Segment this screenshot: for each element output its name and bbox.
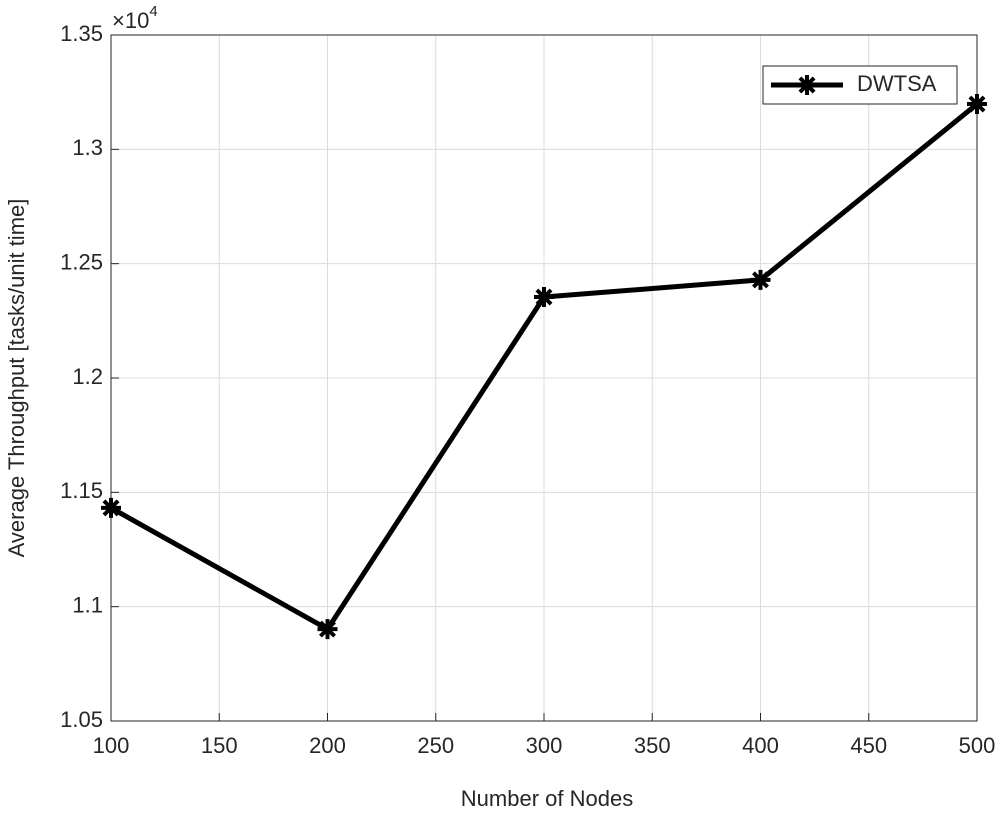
x-tick-label: 350 xyxy=(634,733,671,758)
x-tick-label: 400 xyxy=(742,733,779,758)
y-tick-label: 1.15 xyxy=(60,478,103,503)
y-tick-label: 1.1 xyxy=(72,592,103,617)
y-tick-label: 1.35 xyxy=(60,21,103,46)
data-marker xyxy=(534,287,554,308)
data-marker xyxy=(750,269,771,290)
x-tick-label: 150 xyxy=(201,733,238,758)
y-axis-label: Average Throughput [tasks/unit time] xyxy=(4,199,29,558)
x-tick-label: 100 xyxy=(93,733,130,758)
x-axis-label: Number of Nodes xyxy=(461,786,633,811)
legend-marker xyxy=(797,75,817,95)
x-tick-label: 450 xyxy=(850,733,887,758)
data-marker xyxy=(317,619,338,640)
axes-box xyxy=(110,34,978,722)
y-tick-label: 1.25 xyxy=(60,249,103,274)
y-tick-label: 1.2 xyxy=(72,364,103,389)
x-tick-label: 200 xyxy=(309,733,346,758)
y-multiplier-exponent: 4 xyxy=(149,3,157,20)
x-tick-label: 500 xyxy=(959,733,996,758)
y-multiplier-base: ×10 xyxy=(112,8,149,33)
x-tick-label: 250 xyxy=(417,733,454,758)
data-marker xyxy=(967,94,987,115)
x-tick-label: 300 xyxy=(526,733,563,758)
y-tick-label: 1.05 xyxy=(60,707,103,732)
data-marker xyxy=(101,497,121,518)
y-multiplier: ×104 xyxy=(112,3,158,33)
legend-label: DWTSA xyxy=(857,71,937,96)
y-tick-label: 1.3 xyxy=(72,135,103,160)
